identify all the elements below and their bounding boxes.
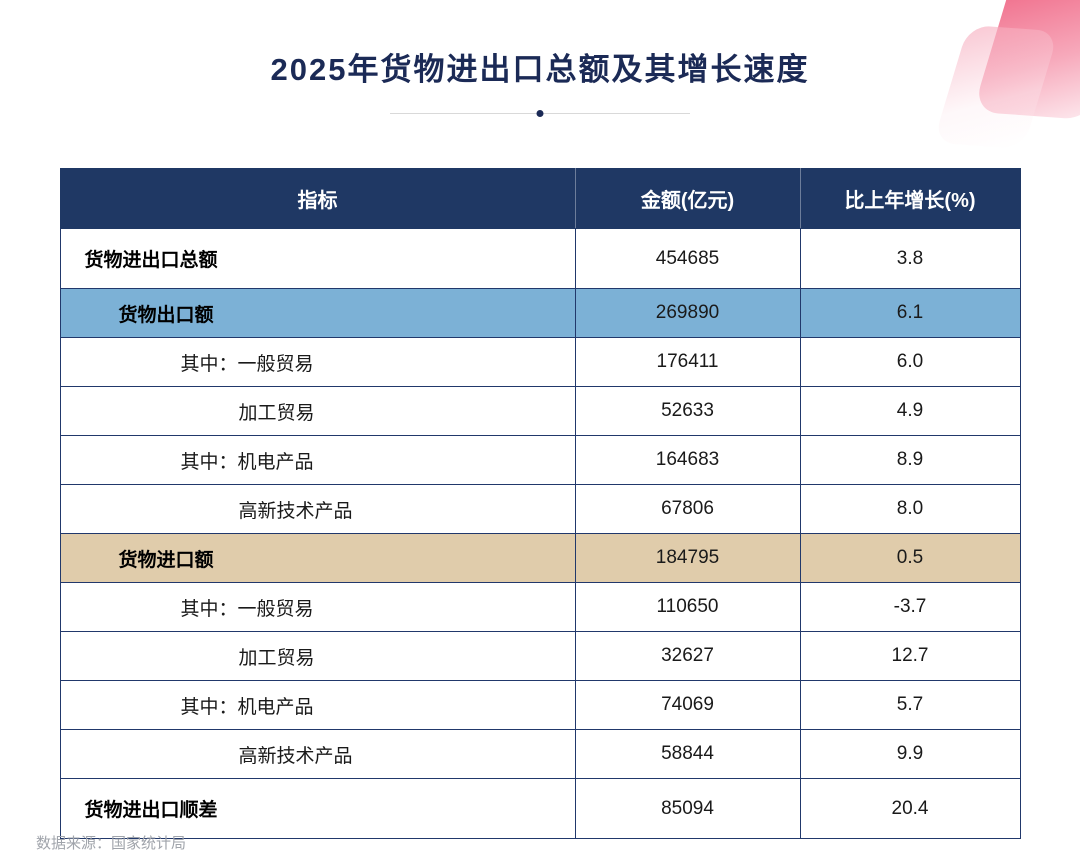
row-growth: 3.8 bbox=[799, 228, 1021, 289]
row-growth: 4.9 bbox=[799, 386, 1021, 436]
row-label: 其中：一般贸易 bbox=[59, 582, 576, 632]
table-row: 加工贸易 32627 12.7 bbox=[59, 631, 1021, 681]
row-amount: 269890 bbox=[574, 288, 801, 338]
table-row: 其中：机电产品 164683 8.9 bbox=[59, 435, 1021, 485]
row-growth: 20.4 bbox=[799, 778, 1021, 839]
row-label: 加工贸易 bbox=[59, 631, 576, 681]
table-row: 货物进口额 184795 0.5 bbox=[59, 533, 1021, 583]
row-growth: 5.7 bbox=[799, 680, 1021, 730]
table-row: 高新技术产品 58844 9.9 bbox=[59, 729, 1021, 779]
page-title: 2025年货物进出口总额及其增长速度 bbox=[270, 52, 810, 87]
row-amount: 85094 bbox=[574, 778, 801, 839]
row-label: 高新技术产品 bbox=[59, 729, 576, 779]
table-body: 货物进出口总额 454685 3.8 货物出口额 269890 6.1 其中：一般贸易 176… bbox=[59, 228, 1021, 839]
row-label: 其中：一般贸易 bbox=[59, 337, 576, 387]
row-growth: 9.9 bbox=[799, 729, 1021, 779]
table-row: 货物进出口顺差 85094 20.4 bbox=[59, 778, 1021, 839]
table-row: 高新技术产品 67806 8.0 bbox=[59, 484, 1021, 534]
row-label: 其中：机电产品 bbox=[59, 680, 576, 730]
column-header-growth: 比上年增长(%) bbox=[799, 168, 1021, 229]
row-amount: 176411 bbox=[574, 337, 801, 387]
row-amount: 74069 bbox=[574, 680, 801, 730]
row-label: 货物进口额 bbox=[59, 533, 576, 583]
row-label: 货物出口额 bbox=[59, 288, 576, 338]
row-amount: 454685 bbox=[574, 228, 801, 289]
title-divider-dot bbox=[536, 110, 544, 117]
table-row: 货物进出口总额 454685 3.8 bbox=[59, 228, 1021, 289]
table-row: 加工贸易 52633 4.9 bbox=[59, 386, 1021, 436]
row-amount: 110650 bbox=[574, 582, 801, 632]
row-growth: 0.5 bbox=[799, 533, 1021, 583]
row-amount: 67806 bbox=[574, 484, 801, 534]
row-label: 加工贸易 bbox=[59, 386, 576, 436]
table-header-row: 指标 金额(亿元) 比上年增长(%) bbox=[59, 168, 1021, 229]
row-amount: 32627 bbox=[574, 631, 801, 681]
table-row: 其中：一般贸易 110650 -3.7 bbox=[59, 582, 1021, 632]
column-header-amount: 金额(亿元) bbox=[574, 168, 801, 229]
row-growth: 12.7 bbox=[799, 631, 1021, 681]
row-amount: 58844 bbox=[574, 729, 801, 779]
table-row: 货物出口额 269890 6.1 bbox=[59, 288, 1021, 338]
source-note: 数据来源：国家统计局 bbox=[36, 835, 187, 852]
data-table: 指标 金额(亿元) 比上年增长(%) 货物进出口总额 454685 3.8 货物出口额… bbox=[59, 168, 1021, 839]
row-label: 货物进出口总额 bbox=[59, 228, 576, 289]
row-growth: 8.9 bbox=[799, 435, 1021, 485]
title-divider bbox=[390, 110, 690, 117]
row-amount: 52633 bbox=[574, 386, 801, 436]
row-label: 其中：机电产品 bbox=[59, 435, 576, 485]
row-amount: 184795 bbox=[574, 533, 801, 583]
row-growth: -3.7 bbox=[799, 582, 1021, 632]
table-row: 其中：机电产品 74069 5.7 bbox=[59, 680, 1021, 730]
table-row: 其中：一般贸易 176411 6.0 bbox=[59, 337, 1021, 387]
row-growth: 6.0 bbox=[799, 337, 1021, 387]
row-label: 高新技术产品 bbox=[59, 484, 576, 534]
row-growth: 8.0 bbox=[799, 484, 1021, 534]
column-header-indicator: 指标 bbox=[59, 168, 576, 229]
row-label: 货物进出口顺差 bbox=[59, 778, 576, 839]
row-amount: 164683 bbox=[574, 435, 801, 485]
row-growth: 6.1 bbox=[799, 288, 1021, 338]
